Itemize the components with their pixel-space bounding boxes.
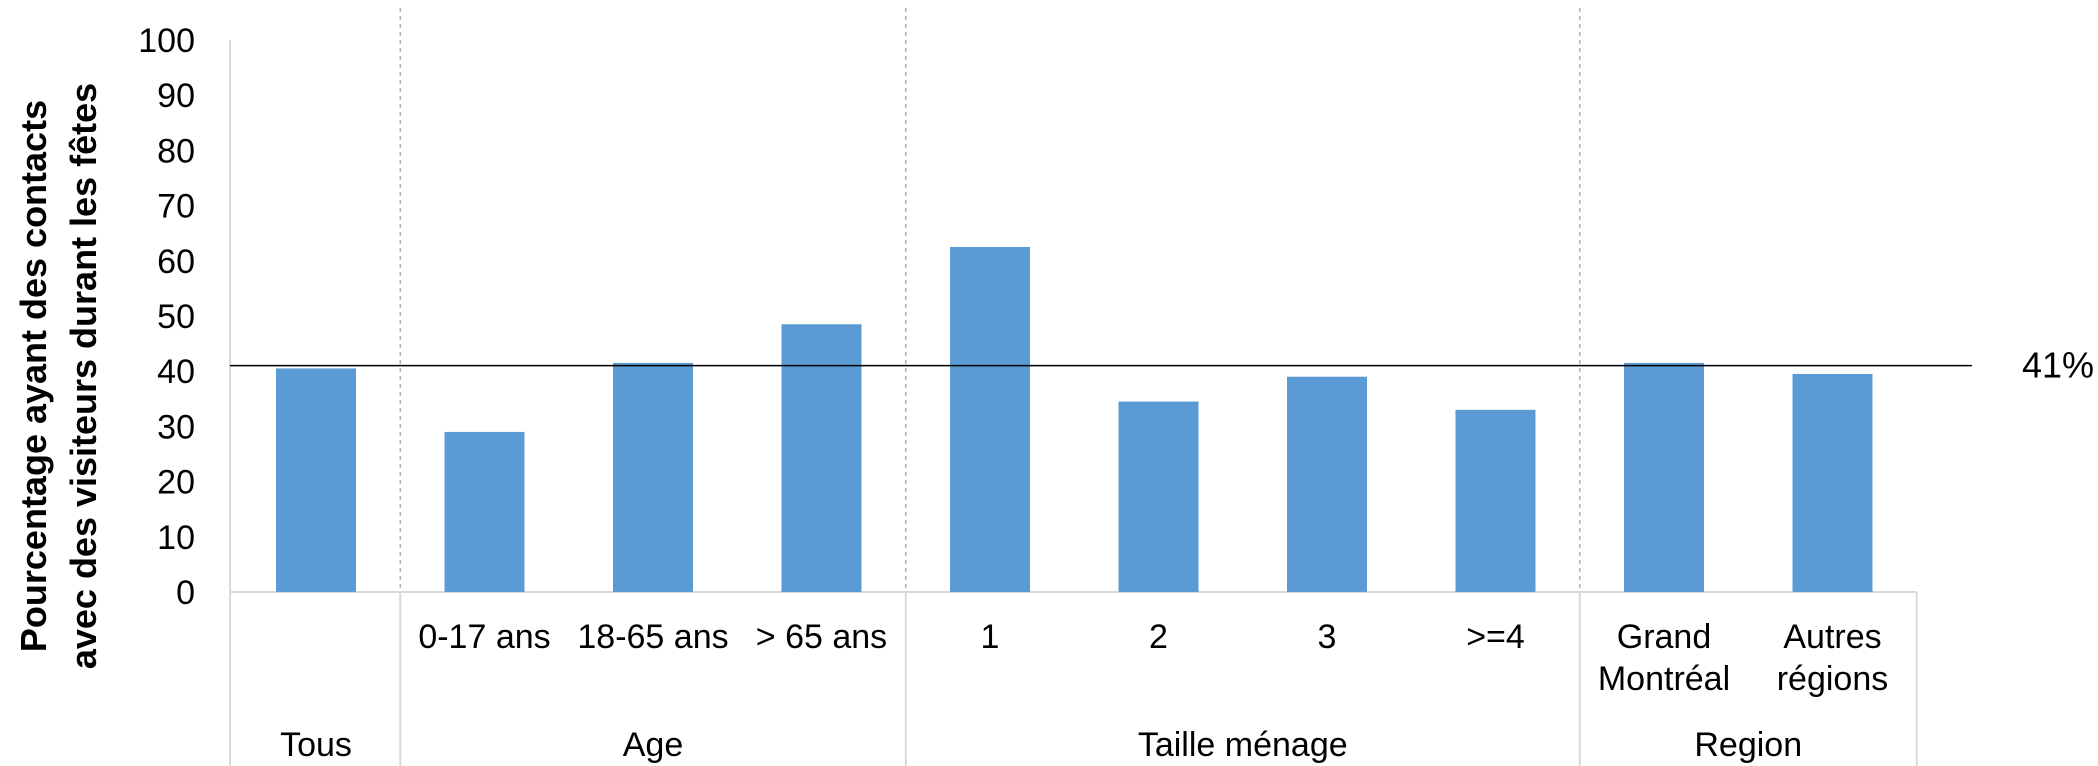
- category-label: Montréal: [1598, 660, 1730, 698]
- group-label: Age: [623, 726, 684, 764]
- y-tick-label: 60: [157, 243, 195, 281]
- category-label: >=4: [1466, 618, 1525, 656]
- group-label: Region: [1694, 726, 1802, 764]
- category-label: Grand: [1617, 618, 1712, 656]
- reference-line-label: 41%: [2022, 345, 2094, 386]
- group-labels: Tous Age Taille ménage Region: [280, 726, 1802, 764]
- category-label: Autres: [1783, 618, 1881, 656]
- category-label: 3: [1318, 618, 1337, 656]
- category-label: 1: [981, 618, 1000, 656]
- reference-line: 41%: [230, 345, 2094, 386]
- group-label: Taille ménage: [1138, 726, 1348, 764]
- y-tick-label: 40: [157, 353, 195, 391]
- bar: [276, 368, 356, 592]
- y-axis-title: Pourcentage ayant des contacts avec des v…: [13, 83, 104, 669]
- bar: [1455, 409, 1536, 592]
- y-tick-label: 70: [157, 188, 195, 226]
- bar: [1287, 376, 1367, 592]
- y-tick-label: 100: [138, 22, 195, 60]
- y-tick-label: 10: [157, 519, 195, 557]
- y-axis-title-line: Pourcentage ayant des contacts: [13, 100, 54, 652]
- category-labels: 0-17 ans 18-65 ans > 65 ans 1 2 3 >=4 Grand Mont…: [418, 618, 1888, 698]
- bars: [276, 247, 1873, 592]
- bar: [781, 324, 862, 592]
- bar: [1118, 401, 1199, 592]
- bar: [950, 247, 1030, 592]
- y-tick-label: 90: [157, 77, 195, 115]
- y-tick-label: 30: [157, 408, 195, 446]
- bar: [1792, 373, 1873, 592]
- category-label: régions: [1777, 660, 1889, 698]
- bar: [613, 362, 693, 592]
- bar: [1624, 362, 1704, 592]
- group-label: Tous: [280, 726, 352, 764]
- y-tick-label: 50: [157, 298, 195, 336]
- y-tick-label: 80: [157, 132, 195, 170]
- y-axis-title-line: avec des visiteurs durant les fêtes: [63, 83, 104, 669]
- bar: [444, 431, 525, 592]
- y-tick-label: 0: [176, 574, 195, 612]
- category-label: 2: [1149, 618, 1168, 656]
- y-tick-label: 20: [157, 464, 195, 502]
- category-label: 0-17 ans: [418, 618, 550, 656]
- category-label: > 65 ans: [756, 618, 887, 656]
- category-label: 18-65 ans: [577, 618, 728, 656]
- y-axis-ticks: 0 10 20 30 40 50 60 70 80 90 100: [138, 22, 195, 612]
